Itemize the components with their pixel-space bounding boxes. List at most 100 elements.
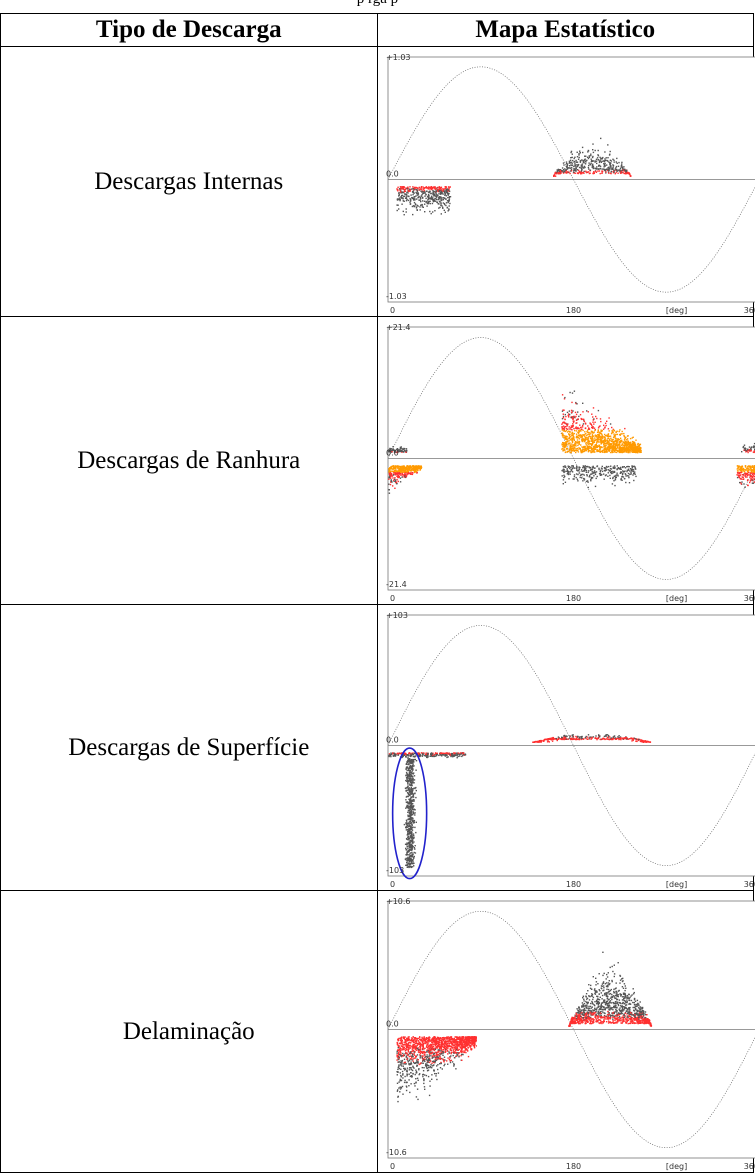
pd-point xyxy=(580,164,582,166)
pd-point xyxy=(546,741,548,743)
pd-point xyxy=(408,758,410,760)
pd-point xyxy=(447,190,449,192)
pd-point xyxy=(408,846,410,848)
pd-point xyxy=(601,437,604,439)
pd-point xyxy=(639,447,641,449)
pd-point xyxy=(745,467,747,469)
pd-point xyxy=(597,450,599,452)
pd-point xyxy=(582,465,585,467)
pd-point xyxy=(587,451,589,453)
pd-point xyxy=(406,1053,408,1055)
pd-point xyxy=(413,814,415,816)
pd-point xyxy=(610,472,612,475)
pd-point xyxy=(429,755,431,757)
pd-point xyxy=(615,440,617,442)
pd-point xyxy=(588,449,590,452)
pd-point xyxy=(609,443,611,445)
pd-point xyxy=(395,188,398,190)
pd-point xyxy=(436,190,439,192)
pd-point xyxy=(637,447,639,450)
row-label: Descargas de Superfície xyxy=(0,604,378,891)
pd-scatter xyxy=(395,137,631,216)
pd-point xyxy=(573,450,575,452)
pd-point xyxy=(585,449,587,452)
pd-point xyxy=(392,466,395,469)
pd-point xyxy=(560,738,562,741)
pd-point xyxy=(415,753,417,756)
pd-point xyxy=(584,160,586,162)
pd-point xyxy=(408,860,410,862)
pd-point xyxy=(430,196,432,198)
pd-point xyxy=(408,809,410,811)
pd-point xyxy=(751,478,754,480)
pd-point xyxy=(391,446,394,448)
pd-point xyxy=(585,469,587,472)
pd-point xyxy=(574,168,577,170)
pd-point xyxy=(636,738,638,741)
pd-point xyxy=(567,472,569,474)
pd-point xyxy=(570,416,572,419)
pd-point xyxy=(635,740,638,743)
pd-point xyxy=(602,440,604,443)
pd-point xyxy=(417,1043,419,1045)
pd-point xyxy=(613,450,615,453)
pd-point xyxy=(568,160,570,162)
pd-point xyxy=(437,193,440,195)
pd-point xyxy=(408,767,410,770)
pd-point xyxy=(625,439,627,441)
pd-point xyxy=(405,789,408,792)
pd-point xyxy=(405,825,407,827)
pd-point xyxy=(617,165,619,167)
pd-point xyxy=(411,806,414,809)
pd-point xyxy=(399,467,401,470)
pd-point xyxy=(632,479,634,482)
pd-point xyxy=(745,473,747,475)
pd-point xyxy=(603,451,605,454)
pd-point xyxy=(413,819,415,822)
pd-point xyxy=(752,469,754,472)
pd-point xyxy=(594,160,596,162)
pd-point xyxy=(579,152,581,154)
pd-point xyxy=(406,789,409,791)
pd-point xyxy=(563,428,565,431)
pd-point xyxy=(389,470,391,473)
pd-point xyxy=(594,435,597,437)
pd-point xyxy=(598,164,600,167)
pd-point xyxy=(392,480,395,482)
pd-point xyxy=(601,429,603,432)
pd-point xyxy=(741,476,743,478)
pd-point xyxy=(564,444,566,446)
pd-point xyxy=(629,447,631,450)
pd-point xyxy=(567,471,569,473)
pd-point xyxy=(746,450,748,452)
pd-point xyxy=(637,442,639,445)
pd-point xyxy=(408,863,410,865)
pd-point xyxy=(398,197,400,199)
pd-point xyxy=(560,170,562,173)
pd-point xyxy=(427,193,429,196)
pd-point xyxy=(591,432,594,434)
pd-point xyxy=(636,451,638,454)
pd-point xyxy=(563,735,565,738)
pd-point xyxy=(614,168,616,170)
pd-point xyxy=(743,486,746,488)
pd-point xyxy=(414,195,417,197)
pd-point xyxy=(619,446,621,448)
pd-point xyxy=(390,473,392,475)
pd-point xyxy=(389,755,391,757)
pd-point xyxy=(600,473,602,476)
pd-point xyxy=(584,427,586,429)
pd-point xyxy=(587,437,589,439)
pd-point xyxy=(439,754,442,756)
pd-point xyxy=(578,166,580,169)
pd-point xyxy=(391,477,394,479)
pd-point xyxy=(585,444,588,446)
pd-point xyxy=(618,170,620,172)
pd-point xyxy=(572,466,574,468)
pd-point xyxy=(582,162,585,164)
pd-point xyxy=(583,474,585,476)
pd-point xyxy=(454,752,456,755)
pd-point xyxy=(410,836,413,839)
